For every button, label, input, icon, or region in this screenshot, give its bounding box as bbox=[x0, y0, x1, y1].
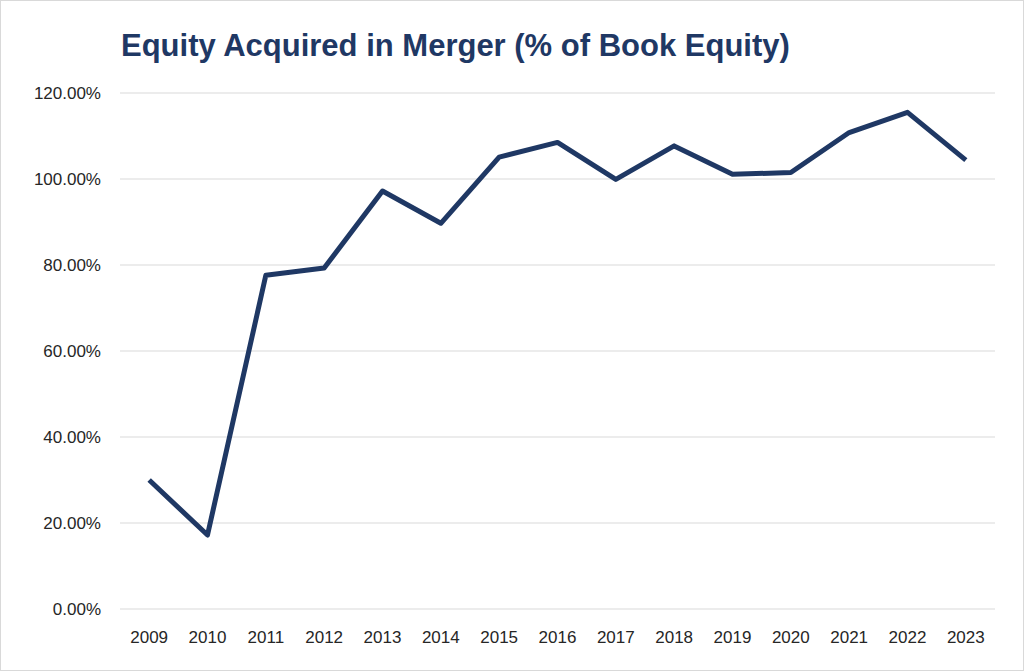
y-tick-label: 40.00% bbox=[43, 428, 101, 447]
y-tick-label: 100.00% bbox=[34, 170, 101, 189]
x-tick-label: 2017 bbox=[597, 628, 635, 647]
x-tick-label: 2016 bbox=[539, 628, 577, 647]
x-tick-label: 2022 bbox=[889, 628, 927, 647]
y-tick-label: 60.00% bbox=[43, 342, 101, 361]
y-tick-label: 0.00% bbox=[53, 600, 101, 619]
x-tick-label: 2023 bbox=[947, 628, 985, 647]
grid-line bbox=[120, 264, 995, 265]
x-tick-label: 2021 bbox=[830, 628, 868, 647]
grid bbox=[120, 93, 995, 609]
x-tick-label: 2013 bbox=[364, 628, 402, 647]
y-tick-label: 80.00% bbox=[43, 256, 101, 275]
data-line bbox=[149, 112, 966, 535]
grid-line bbox=[120, 522, 995, 523]
grid-line bbox=[120, 436, 995, 437]
x-tick-label: 2009 bbox=[130, 628, 168, 647]
chart: Equity Acquired in Merger (% of Book Equ… bbox=[0, 0, 1024, 671]
grid-line bbox=[120, 608, 995, 609]
x-tick-label: 2019 bbox=[714, 628, 752, 647]
x-tick-label: 2012 bbox=[305, 628, 343, 647]
x-tick-label: 2010 bbox=[189, 628, 227, 647]
y-tick-label: 20.00% bbox=[43, 514, 101, 533]
y-tick-label: 120.00% bbox=[34, 84, 101, 103]
chart-title: Equity Acquired in Merger (% of Book Equ… bbox=[121, 28, 790, 63]
x-tick-label: 2018 bbox=[655, 628, 693, 647]
chart-frame bbox=[0, 0, 1024, 671]
x-tick-label: 2014 bbox=[422, 628, 460, 647]
series-group bbox=[149, 112, 966, 535]
x-tick-label: 2020 bbox=[772, 628, 810, 647]
grid-line bbox=[120, 178, 995, 179]
x-tick-label: 2011 bbox=[248, 628, 285, 647]
x-tick-label: 2015 bbox=[480, 628, 518, 647]
grid-line bbox=[120, 92, 995, 93]
